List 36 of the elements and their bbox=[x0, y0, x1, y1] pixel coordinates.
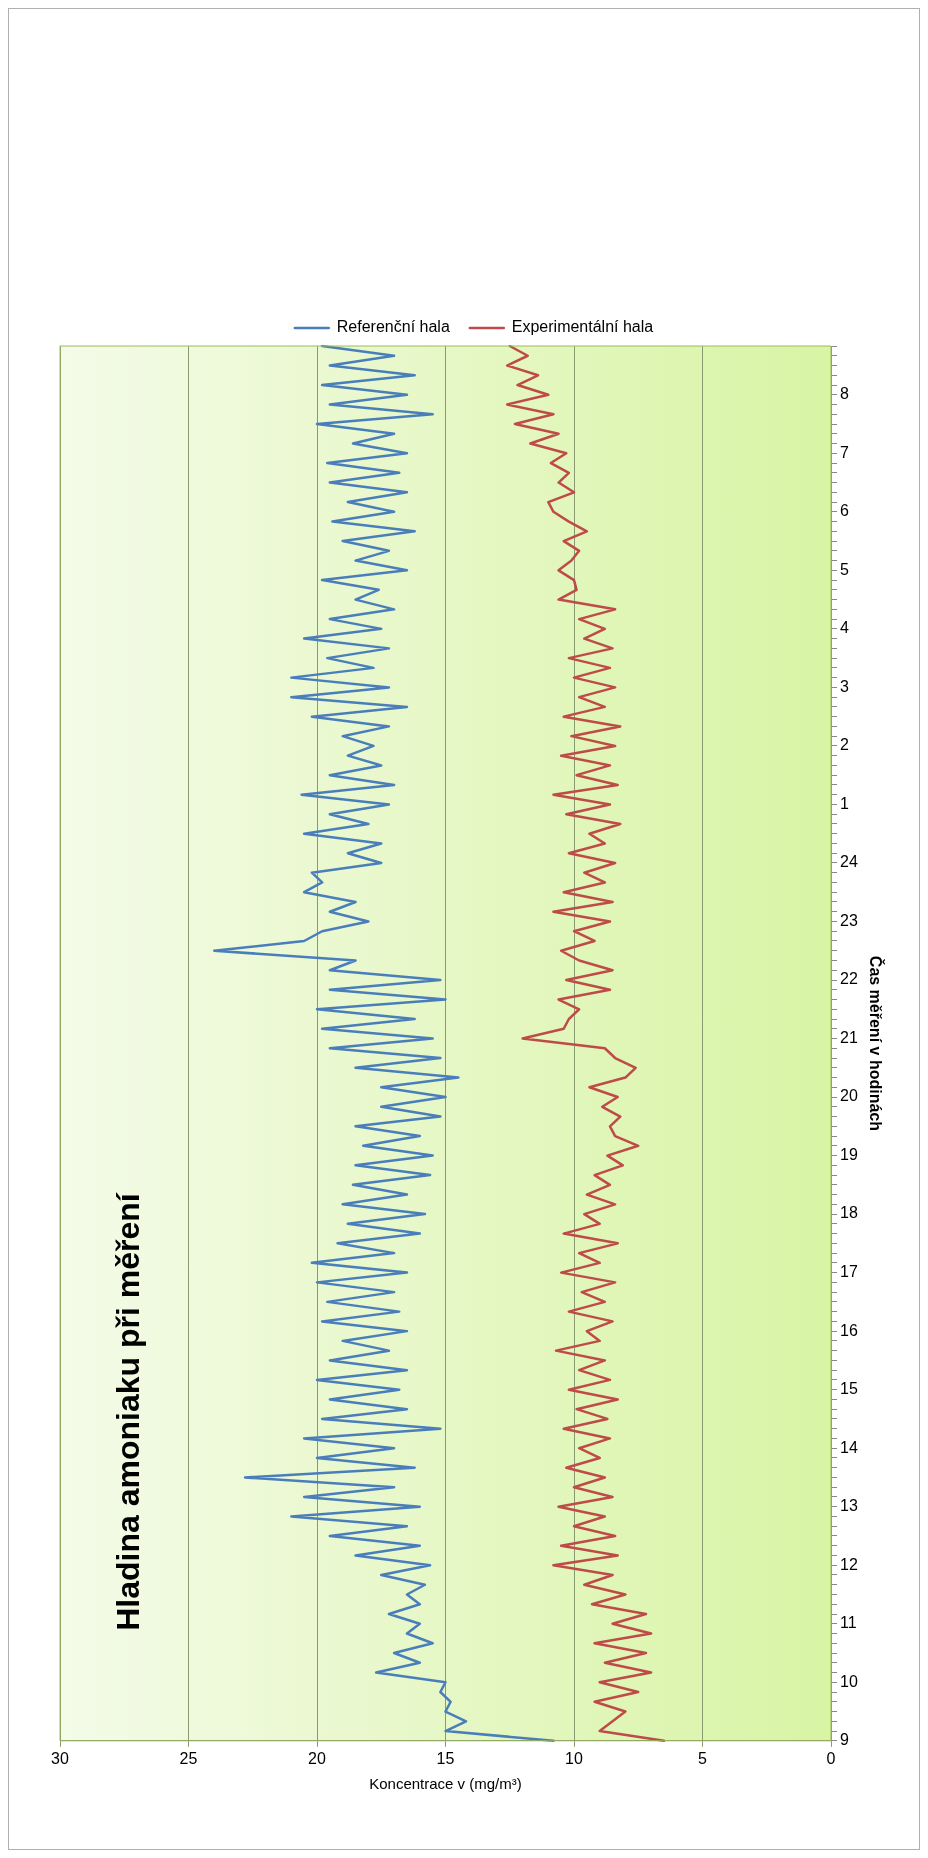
y-tick-label: 21 bbox=[840, 1028, 858, 1046]
y-tick-label: 14 bbox=[840, 1438, 858, 1456]
y-tick-label: 5 bbox=[840, 560, 849, 578]
y-tick-label: 16 bbox=[840, 1321, 858, 1339]
y-tick-label: 12 bbox=[840, 1555, 858, 1573]
x-tick-label: 10 bbox=[565, 1749, 583, 1767]
y-tick-label: 11 bbox=[840, 1614, 857, 1632]
x-tick-label: 15 bbox=[436, 1749, 455, 1767]
x-tick-label: 20 bbox=[308, 1749, 326, 1767]
y-tick-label: 23 bbox=[840, 911, 858, 929]
y-tick-label: 6 bbox=[840, 502, 849, 520]
y-tick-label: 18 bbox=[840, 1204, 858, 1222]
x-tick-label: 30 bbox=[51, 1749, 69, 1767]
y-tick-label: 24 bbox=[840, 853, 858, 871]
x-tick-label: 5 bbox=[698, 1749, 708, 1767]
y-tick-label: 19 bbox=[840, 1145, 858, 1163]
x-axis-title: Koncentrace v (mg/m³) bbox=[369, 1775, 522, 1793]
y-tick-label: 9 bbox=[840, 1731, 849, 1749]
y-tick-label: 2 bbox=[840, 736, 849, 754]
x-tick-label: 0 bbox=[826, 1749, 836, 1767]
y-tick-label: 7 bbox=[840, 443, 849, 461]
y-tick-label: 1 bbox=[840, 794, 849, 812]
legend-label: Referenční hala bbox=[336, 318, 450, 336]
y-tick-label: 20 bbox=[840, 1087, 858, 1105]
text: Hladina amoniaku při měření bbox=[109, 1192, 146, 1631]
y-tick-label: 22 bbox=[840, 970, 858, 988]
y-tick-label: 8 bbox=[840, 385, 849, 403]
y-tick-label: 3 bbox=[840, 677, 849, 695]
y-tick-label: 15 bbox=[840, 1380, 858, 1398]
y-axis-title: Čas měření v hodinách bbox=[866, 955, 885, 1131]
y-tick-label: 10 bbox=[840, 1672, 858, 1690]
y-tick-label: 4 bbox=[840, 619, 849, 637]
x-tick-label: 25 bbox=[179, 1749, 198, 1767]
y-tick-label: 17 bbox=[840, 1263, 858, 1281]
y-tick-label: 13 bbox=[840, 1497, 858, 1515]
legend-label: Experimentální hala bbox=[511, 318, 654, 336]
